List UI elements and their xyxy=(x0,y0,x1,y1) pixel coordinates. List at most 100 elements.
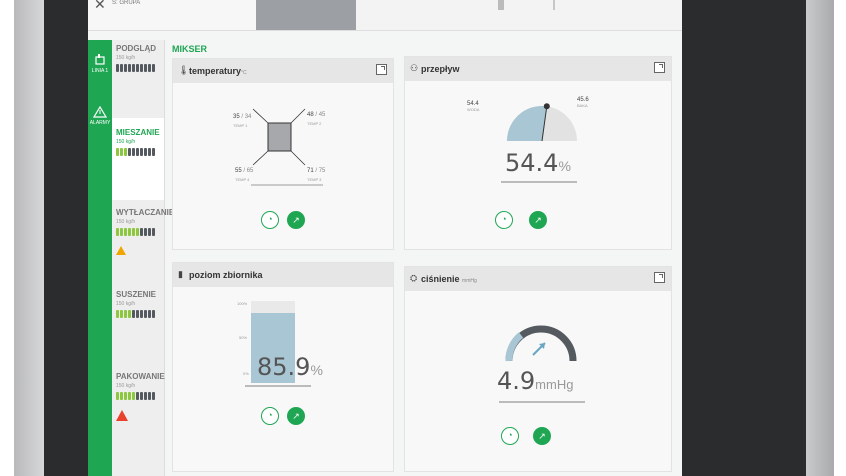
pressure-icon: ⛭ xyxy=(410,273,418,283)
level-bars xyxy=(116,310,164,318)
expand-icon[interactable] xyxy=(654,62,665,73)
temp-sensor-1: 35 / 34 TEMP 1 xyxy=(233,114,252,128)
trend-view-button[interactable]: ↗ xyxy=(287,211,305,229)
pressure-gauge xyxy=(505,325,577,362)
gauge-view-button[interactable]: ◔ xyxy=(501,427,519,445)
level-bar xyxy=(148,392,151,400)
card-header: ▮ poziom zbiornika xyxy=(173,263,393,287)
flow-water-label: WODA xyxy=(467,107,480,112)
temp-sensor-3: 71 / 75 TEMP 3 xyxy=(307,168,326,182)
level-bar xyxy=(116,392,119,400)
level-bar xyxy=(120,148,123,156)
tank-unit: % xyxy=(310,362,323,378)
level-bar xyxy=(144,310,147,318)
flow-gauge-fill xyxy=(507,105,547,141)
gauge-view-button[interactable]: ◔ xyxy=(261,407,279,425)
warning-icon xyxy=(92,105,108,118)
tank-scale-bottom: 0% xyxy=(243,371,249,376)
process-nav: PODGLĄD 150 kg/h MIESZANIE 150 kg/h WYTŁ… xyxy=(112,40,174,476)
pressure-title: ciśnienie xyxy=(421,274,460,284)
warning-icon xyxy=(116,246,126,255)
flow-tank-label: BAKA xyxy=(577,103,588,108)
nav-item-wytlaczanie[interactable]: WYTŁACZANIE 150 kg/h xyxy=(112,208,174,288)
expand-icon[interactable] xyxy=(654,272,665,283)
gauge-view-button[interactable]: ◔ xyxy=(261,211,279,229)
tank-level-fill xyxy=(251,312,295,383)
level-bar xyxy=(144,228,147,236)
level-bar xyxy=(132,64,135,72)
level-bar xyxy=(140,64,143,72)
nav-item-pakowanie[interactable]: PAKOWANIE 150 kg/h xyxy=(112,372,165,462)
section-title: MIKSER xyxy=(172,44,208,54)
pressure-unit-small: mmHg xyxy=(462,278,477,284)
level-bar xyxy=(124,392,127,400)
card-title: przepływ xyxy=(421,64,460,74)
alarm-icon xyxy=(116,410,128,421)
level-bar xyxy=(132,228,135,236)
temp-actual: 48 xyxy=(307,112,314,118)
level-bars xyxy=(116,228,164,236)
top-bar-tab-active[interactable] xyxy=(256,0,356,30)
card-header: ⛭ ciśnienie mmHg xyxy=(405,267,671,291)
pressure-value: 4.9 xyxy=(497,367,536,395)
level-bar xyxy=(124,228,127,236)
temperature-title: temperatury xyxy=(189,66,242,76)
temp-setpoint: 45 xyxy=(318,112,326,118)
temp-setpoint: 34 xyxy=(244,114,252,120)
flow-value: 54.4 xyxy=(505,149,559,177)
nav-item-podglad[interactable]: PODGLĄD 150 kg/h xyxy=(112,44,164,114)
card-title: poziom zbiornika xyxy=(189,270,263,280)
level-bar xyxy=(152,64,155,72)
flow-water-value: 54.4 xyxy=(467,101,479,107)
sidebar-item-line-label: LINIA 1 xyxy=(91,68,109,74)
sidebar-item-line[interactable]: LINIA 1 xyxy=(88,54,112,74)
level-bar xyxy=(132,392,135,400)
sidebar-item-alarms-label: ALARMY xyxy=(89,120,111,126)
level-bar xyxy=(144,392,147,400)
tank-readout: 85.9% xyxy=(257,353,323,381)
level-bar xyxy=(140,392,143,400)
temp-actual: 35 xyxy=(233,114,240,120)
flow-readout: 54.4% xyxy=(505,149,571,177)
trend-view-button[interactable]: ↗ xyxy=(287,407,305,425)
card-title: temperatury°C xyxy=(189,66,247,76)
temp-setpoint: 75 xyxy=(318,168,326,174)
level-bar xyxy=(120,310,123,318)
nav-item-title: PODGLĄD xyxy=(116,44,156,53)
temperature-card: 🌡 temperatury°C 35 / 34 TEMP 1 48 / 45 T… xyxy=(172,58,394,250)
level-bars xyxy=(116,64,164,72)
temp-label: TEMP 1 xyxy=(233,123,248,128)
trend-view-button[interactable]: ↗ xyxy=(529,211,547,229)
flow-gauge xyxy=(507,103,577,142)
nav-item-sub: 150 kg/h xyxy=(116,219,136,225)
temp-label: TEMP 4 xyxy=(235,177,250,182)
level-bar xyxy=(140,148,143,156)
nav-item-sub: 150 kg/h xyxy=(116,55,136,61)
sidebar-item-alarms[interactable]: ALARMY xyxy=(88,105,112,126)
level-bar xyxy=(152,228,155,236)
level-bar xyxy=(148,148,151,156)
expand-icon[interactable] xyxy=(376,64,387,75)
pressure-card: ⛭ ciśnienie mmHg 4.9mmHg ◔ ↗ xyxy=(404,266,672,472)
flow-tank-value: 45.6 xyxy=(577,97,589,103)
pressure-unit: mmHg xyxy=(535,377,574,392)
trend-view-button[interactable]: ↗ xyxy=(533,427,551,445)
temp-actual: 55 xyxy=(235,168,242,174)
nav-item-title: MIESZANIE xyxy=(116,128,160,137)
close-icon[interactable]: ✕ xyxy=(94,0,106,12)
level-bars xyxy=(116,392,164,400)
nav-item-mieszanie[interactable]: MIESZANIE 150 kg/h xyxy=(112,118,164,200)
gauge-view-button[interactable]: ◔ xyxy=(495,211,513,229)
top-bar: ✕ S: GRUPA xyxy=(88,0,682,31)
level-bar xyxy=(136,148,139,156)
level-bar xyxy=(116,64,119,72)
line-icon xyxy=(95,54,105,65)
nav-item-suszenie[interactable]: SUSZENIE 150 kg/h xyxy=(112,290,164,370)
pressure-divider xyxy=(499,401,585,403)
tank-value: 85.9 xyxy=(257,353,311,381)
level-bar xyxy=(120,392,123,400)
tank-scale-mid: 50% xyxy=(239,335,248,340)
nav-item-title: SUSZENIE xyxy=(116,290,157,299)
temp-sensor-4: 55 / 65 TEMP 4 xyxy=(235,168,254,182)
nav-item-sub: 150 kg/h xyxy=(116,301,136,307)
